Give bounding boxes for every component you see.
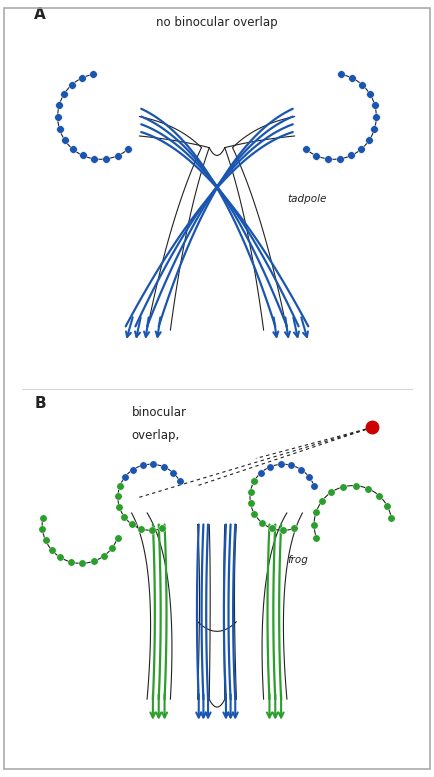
Point: [251, 475, 258, 487]
Point: [79, 557, 86, 570]
Point: [306, 471, 312, 483]
Point: [138, 523, 145, 535]
Point: [328, 486, 335, 499]
Text: A: A: [34, 8, 46, 23]
Point: [125, 143, 132, 155]
Point: [159, 522, 166, 535]
Point: [42, 534, 49, 546]
Point: [61, 134, 68, 146]
Point: [366, 88, 373, 100]
Point: [247, 497, 254, 509]
Point: [39, 523, 46, 535]
Point: [54, 111, 61, 124]
Point: [130, 463, 137, 476]
Point: [366, 134, 373, 146]
Point: [324, 153, 331, 166]
Point: [384, 500, 391, 512]
Text: overlap,: overlap,: [132, 429, 180, 442]
Point: [312, 507, 319, 519]
Point: [139, 459, 146, 472]
Point: [339, 481, 346, 493]
Point: [79, 149, 86, 162]
Point: [169, 466, 176, 479]
Point: [349, 72, 356, 85]
Point: [348, 149, 355, 162]
Point: [279, 524, 286, 536]
Point: [57, 551, 64, 563]
Text: tadpole: tadpole: [287, 194, 326, 204]
Point: [56, 99, 63, 111]
Point: [160, 461, 167, 473]
Point: [258, 466, 265, 479]
Point: [100, 549, 107, 562]
Point: [48, 544, 55, 556]
Point: [365, 483, 372, 495]
Point: [311, 479, 318, 492]
Point: [338, 68, 345, 81]
Text: B: B: [34, 396, 46, 411]
Point: [91, 152, 98, 165]
Point: [39, 511, 46, 524]
Point: [313, 149, 320, 162]
Point: [251, 475, 258, 487]
Point: [358, 143, 365, 155]
Point: [68, 556, 75, 568]
Point: [302, 143, 309, 155]
Point: [388, 511, 395, 524]
Point: [116, 501, 123, 514]
Point: [69, 143, 76, 155]
Point: [336, 152, 343, 165]
Point: [311, 519, 318, 531]
Text: binocular: binocular: [132, 406, 187, 419]
Point: [148, 524, 155, 536]
Point: [122, 471, 128, 483]
Point: [150, 458, 157, 471]
Point: [247, 486, 254, 498]
Point: [89, 68, 96, 81]
Point: [114, 531, 121, 544]
Point: [371, 99, 378, 111]
Point: [251, 507, 258, 520]
Point: [291, 522, 298, 535]
Point: [61, 88, 68, 100]
Point: [375, 490, 382, 502]
Text: no binocular overlap: no binocular overlap: [156, 16, 278, 29]
Point: [352, 479, 359, 492]
Point: [176, 475, 183, 487]
Point: [268, 522, 275, 535]
Point: [297, 463, 304, 476]
Point: [121, 510, 128, 523]
Point: [103, 153, 110, 166]
Point: [313, 531, 320, 544]
Point: [56, 123, 63, 135]
Point: [277, 458, 284, 471]
Point: [267, 461, 274, 473]
Point: [288, 459, 295, 472]
Point: [115, 490, 122, 503]
Point: [116, 479, 123, 492]
Point: [258, 517, 265, 529]
Point: [128, 518, 135, 531]
Point: [108, 542, 115, 554]
Point: [319, 495, 326, 507]
Point: [359, 78, 366, 91]
Text: frog: frog: [287, 556, 308, 566]
Point: [116, 479, 123, 492]
Point: [114, 149, 121, 162]
Point: [68, 78, 75, 91]
Point: [90, 555, 97, 567]
Point: [373, 111, 380, 124]
Point: [371, 123, 378, 135]
Point: [78, 72, 85, 85]
